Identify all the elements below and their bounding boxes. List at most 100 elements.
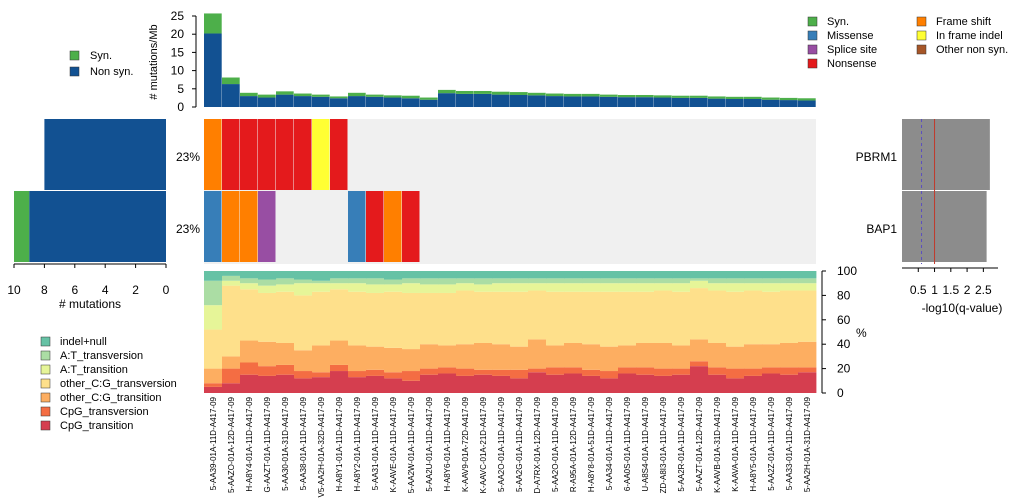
- burden-bar-nonsyn: [582, 96, 600, 107]
- gene-bar-syn: [14, 191, 30, 262]
- spectrum-ytick-label: 100: [837, 264, 857, 278]
- burden-bar-nonsyn: [474, 93, 492, 107]
- spectrum-segment: [780, 278, 799, 284]
- spectrum-segment: [366, 346, 385, 370]
- spectrum-segment: [348, 271, 367, 279]
- spectrum-segment: [240, 362, 259, 375]
- spectrum-segment: [492, 291, 511, 345]
- spectrum-segment: [708, 342, 727, 368]
- burden-bar-syn: [798, 98, 816, 101]
- gene-name-label: PBRM1: [856, 150, 898, 164]
- spectrum-segment: [690, 366, 709, 393]
- spectrum-segment: [672, 368, 691, 375]
- spectrum-segment: [240, 271, 259, 279]
- spectrum-segment: [330, 283, 349, 290]
- spectrum-segment: [798, 271, 817, 279]
- burden-bar-syn: [744, 96, 762, 99]
- spectrum-segment: [690, 288, 709, 340]
- spectrum-segment: [420, 374, 439, 393]
- burden-bar-syn: [222, 77, 240, 85]
- spectrum-segment: [492, 375, 511, 393]
- sample-label: K-AAVB-01A-31D-A417-09: [713, 396, 722, 492]
- type-legend-swatch: [807, 30, 818, 41]
- spectrum-segment: [312, 372, 331, 378]
- sample-label: 5-AA2H-01A-31D-A417-09: [803, 396, 812, 492]
- sample-label: H-A8Y4-01A-11D-A417-09: [245, 396, 254, 491]
- spectrum-segment: [204, 305, 223, 330]
- spectrum-segment: [240, 283, 259, 290]
- spectrum-segment: [240, 289, 259, 341]
- spectrum-segment: [708, 367, 727, 375]
- burden-bar-syn: [384, 95, 402, 98]
- legend-swatch: [69, 50, 80, 61]
- spectrum-segment: [780, 374, 799, 393]
- spectrum-segment: [348, 283, 367, 292]
- burden-bar-syn: [546, 93, 564, 97]
- spectrum-segment: [762, 283, 781, 292]
- gene-bar-xtick-label: 0: [163, 283, 170, 297]
- spectrum-segment: [600, 271, 619, 279]
- spectrum-segment: [312, 280, 331, 284]
- spectrum-segment: [438, 292, 457, 346]
- burden-bar-syn: [204, 13, 222, 34]
- matrix-cell: [222, 191, 240, 262]
- spectrum-segment: [780, 367, 799, 375]
- spectrum-segment: [330, 340, 349, 365]
- sample-label: 6-AA0S-01A-11D-A417-09: [623, 396, 632, 491]
- gene-bar-xtick-label: 4: [102, 283, 109, 297]
- spectrum-segment: [654, 375, 673, 393]
- spectrum-legend-swatch: [40, 392, 51, 403]
- burden-bar-nonsyn: [438, 93, 456, 107]
- spectrum-ytick-label: 20: [837, 362, 851, 376]
- spectrum-segment: [438, 284, 457, 293]
- burden-bar-syn: [348, 92, 366, 97]
- spectrum-segment: [636, 342, 655, 368]
- burden-bar-syn: [240, 92, 258, 97]
- spectrum-segment: [456, 375, 475, 393]
- sample-label: R-A95A-01A-12D-A417-09: [569, 396, 578, 492]
- spectrum-segment: [276, 364, 295, 375]
- spectrum-segment: [636, 374, 655, 393]
- spectrum-segment: [618, 345, 637, 368]
- gene-mutation-count-panel: 23% 23% 10 8 6 4 2 0 # mutations: [7, 119, 200, 311]
- sample-label: 5-AA39-01A-11D-A417-09: [209, 396, 218, 490]
- spectrum-segment: [618, 278, 637, 284]
- spectrum-segment: [312, 377, 331, 393]
- spectrum-segment: [258, 341, 277, 367]
- spectrum-segment: [744, 283, 763, 291]
- matrix-cell: [240, 119, 258, 190]
- sample-label: 5-AA31-01A-11D-A417-09: [371, 396, 380, 490]
- spectrum-segment: [240, 374, 259, 393]
- type-legend-label: Other non syn.: [936, 44, 1008, 56]
- spectrum-segment: [402, 380, 421, 393]
- spectrum-segment: [618, 283, 637, 292]
- spectrum-segment: [258, 285, 277, 293]
- gene-bar-nonsyn: [44, 119, 166, 190]
- matrix-cell: [204, 191, 222, 262]
- burden-bar-syn: [672, 95, 690, 98]
- burden-bar-nonsyn: [708, 98, 726, 107]
- burden-bar-nonsyn: [600, 96, 618, 107]
- spectrum-legend-swatch: [40, 336, 51, 347]
- spectrum-segment: [348, 377, 367, 393]
- spectrum-segment: [708, 290, 727, 343]
- burden-ylabel: # mutations/Mb: [148, 24, 160, 99]
- spectrum-segment: [456, 271, 475, 279]
- spectrum-legend-swatch: [40, 364, 51, 375]
- spectrum-segment: [600, 371, 619, 379]
- burden-bar-nonsyn: [312, 96, 330, 107]
- spectrum-segment: [474, 369, 493, 375]
- sample-label: K-AAV9-01A-72D-A417-09: [461, 396, 470, 492]
- gene-bar-xtick-label: 2: [132, 283, 139, 297]
- spectrum-segment: [798, 341, 817, 368]
- spectrum-segment: [312, 283, 331, 292]
- sample-label: K-AAVA-01A-11D-A417-09: [731, 396, 740, 491]
- spectrum-segment: [600, 346, 619, 372]
- spectrum-panel: 0 20 40 60 80 100%: [204, 264, 867, 400]
- spectrum-segment: [384, 378, 403, 393]
- spectrum-segment: [366, 284, 385, 293]
- spectrum-segment: [744, 271, 763, 279]
- spectrum-segment: [654, 342, 673, 369]
- spectrum-segment: [672, 345, 691, 369]
- spectrum-segment: [402, 292, 421, 350]
